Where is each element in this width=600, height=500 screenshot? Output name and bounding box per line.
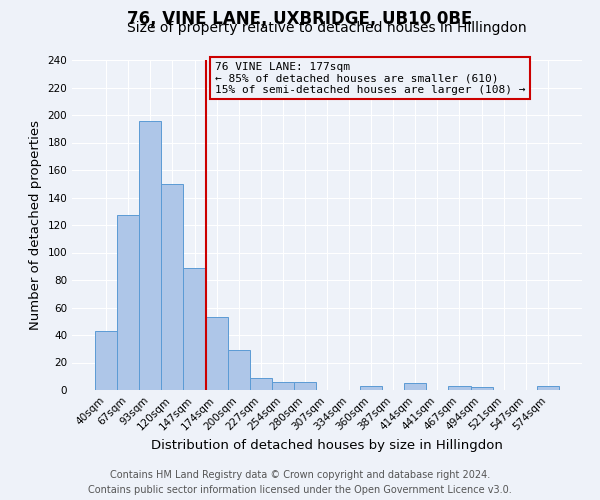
Y-axis label: Number of detached properties: Number of detached properties	[29, 120, 42, 330]
Bar	[227, 350, 250, 390]
Bar	[360, 386, 382, 390]
Bar	[117, 216, 139, 390]
Text: 76 VINE LANE: 177sqm
← 85% of detached houses are smaller (610)
15% of semi-deta: 76 VINE LANE: 177sqm ← 85% of detached h…	[215, 62, 526, 95]
Bar	[206, 317, 227, 390]
Bar	[250, 378, 272, 390]
Bar	[272, 382, 294, 390]
Bar	[294, 382, 316, 390]
Bar	[537, 386, 559, 390]
Bar	[404, 383, 427, 390]
X-axis label: Distribution of detached houses by size in Hillingdon: Distribution of detached houses by size …	[151, 438, 503, 452]
Bar	[161, 184, 184, 390]
Bar	[139, 120, 161, 390]
Bar	[95, 331, 117, 390]
Title: Size of property relative to detached houses in Hillingdon: Size of property relative to detached ho…	[127, 21, 527, 35]
Bar	[184, 268, 206, 390]
Text: Contains HM Land Registry data © Crown copyright and database right 2024.
Contai: Contains HM Land Registry data © Crown c…	[88, 470, 512, 495]
Bar	[448, 386, 470, 390]
Bar	[470, 387, 493, 390]
Text: 76, VINE LANE, UXBRIDGE, UB10 0BE: 76, VINE LANE, UXBRIDGE, UB10 0BE	[127, 10, 473, 28]
